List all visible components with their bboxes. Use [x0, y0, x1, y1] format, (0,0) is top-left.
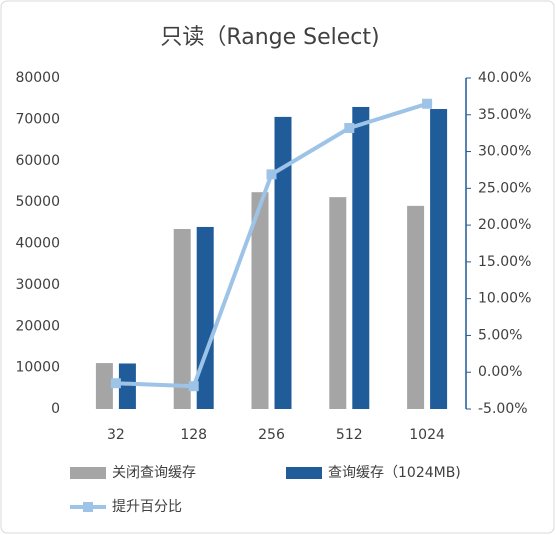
x-tick-label: 1024: [409, 427, 445, 443]
bar: [173, 229, 191, 409]
bar: [274, 116, 292, 409]
bar: [352, 106, 370, 410]
line-marker: [110, 378, 121, 389]
legend-label: 关闭查询缓存: [112, 465, 196, 481]
x-tick-label: 128: [180, 427, 207, 443]
y-tick-label: 10000: [15, 360, 60, 376]
y2-tick-label: 15.00%: [478, 254, 531, 270]
legend-label: 查询缓存（1024MB): [328, 465, 461, 481]
y-tick-label: 80000: [15, 70, 60, 86]
y-tick-label: 30000: [15, 277, 60, 293]
legend-swatch: [83, 502, 93, 512]
bar: [196, 226, 214, 409]
y2-tick-label: -5.00%: [478, 401, 528, 417]
x-tick-label: 32: [107, 427, 125, 443]
y2-tick-label: 20.00%: [478, 217, 531, 233]
y-tick-label: 40000: [15, 236, 60, 252]
chart-title: 只读（Range Select): [160, 25, 379, 50]
y-tick-label: 70000: [15, 111, 60, 127]
y-tick-label: 20000: [15, 318, 60, 334]
bar: [95, 363, 113, 409]
y-tick-label: 0: [51, 401, 60, 417]
x-tick-label: 512: [336, 427, 363, 443]
y2-tick-label: 5.00%: [478, 327, 522, 343]
legend-swatch: [286, 467, 322, 479]
line-marker: [188, 381, 199, 392]
line-marker: [422, 98, 433, 109]
y-tick-label: 60000: [15, 153, 60, 169]
legend-swatch: [70, 467, 106, 479]
bar: [251, 192, 269, 409]
bar: [329, 197, 347, 409]
bar: [407, 205, 425, 409]
y2-tick-label: 10.00%: [478, 291, 531, 307]
y2-tick-label: 25.00%: [478, 180, 531, 196]
bar: [430, 109, 448, 409]
line-marker: [344, 123, 355, 134]
line-marker: [266, 169, 277, 180]
y2-tick-label: 35.00%: [478, 107, 531, 123]
y2-tick-label: 30.00%: [478, 144, 531, 160]
y-tick-label: 50000: [15, 194, 60, 210]
x-tick-label: 256: [258, 427, 285, 443]
y2-tick-label: 0.00%: [478, 364, 522, 380]
legend-label: 提升百分比: [112, 499, 182, 515]
bar: [118, 363, 136, 409]
y2-tick-label: 40.00%: [478, 70, 531, 86]
